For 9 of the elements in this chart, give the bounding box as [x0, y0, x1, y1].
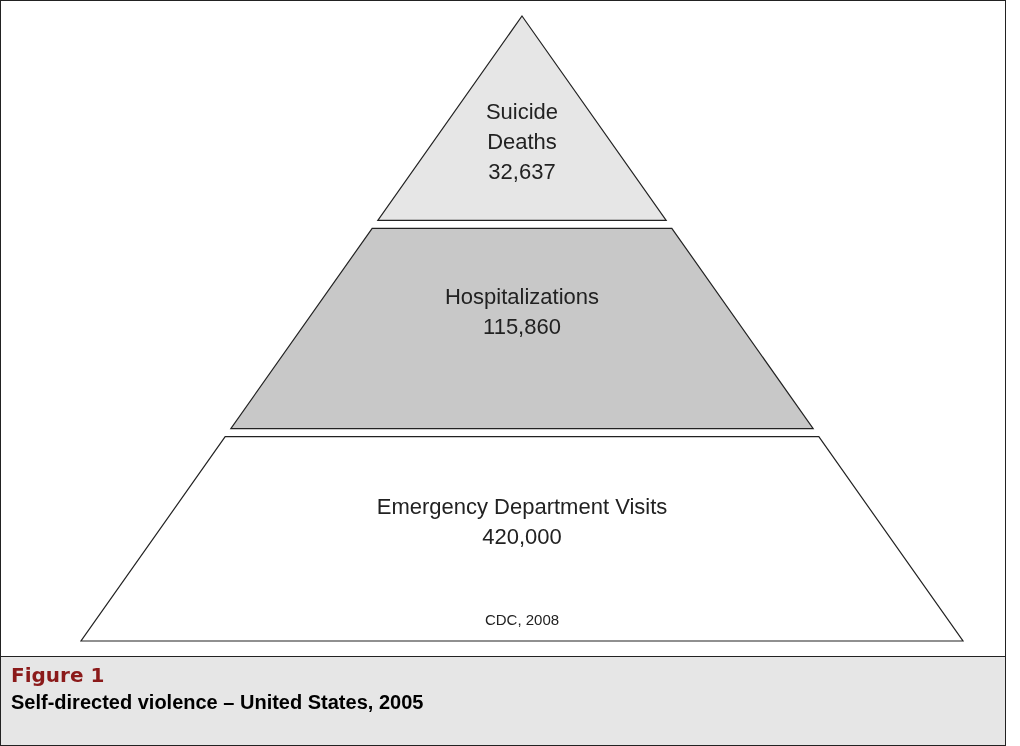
category-label: Suicide Deaths — [485, 98, 559, 154]
text: CDC, 2008 — [484, 611, 560, 629]
category-label: Emergency Department Visits — [376, 493, 668, 519]
category-label: Hospitalizations — [444, 283, 600, 309]
data-label: 420,000 — [482, 523, 562, 549]
text: Figure 1 — [11, 663, 106, 687]
text: Self-directed violence – United States, 2005 — [11, 691, 425, 714]
data-label: 115,860 — [483, 313, 561, 339]
data-label: 32,637 — [488, 158, 556, 184]
